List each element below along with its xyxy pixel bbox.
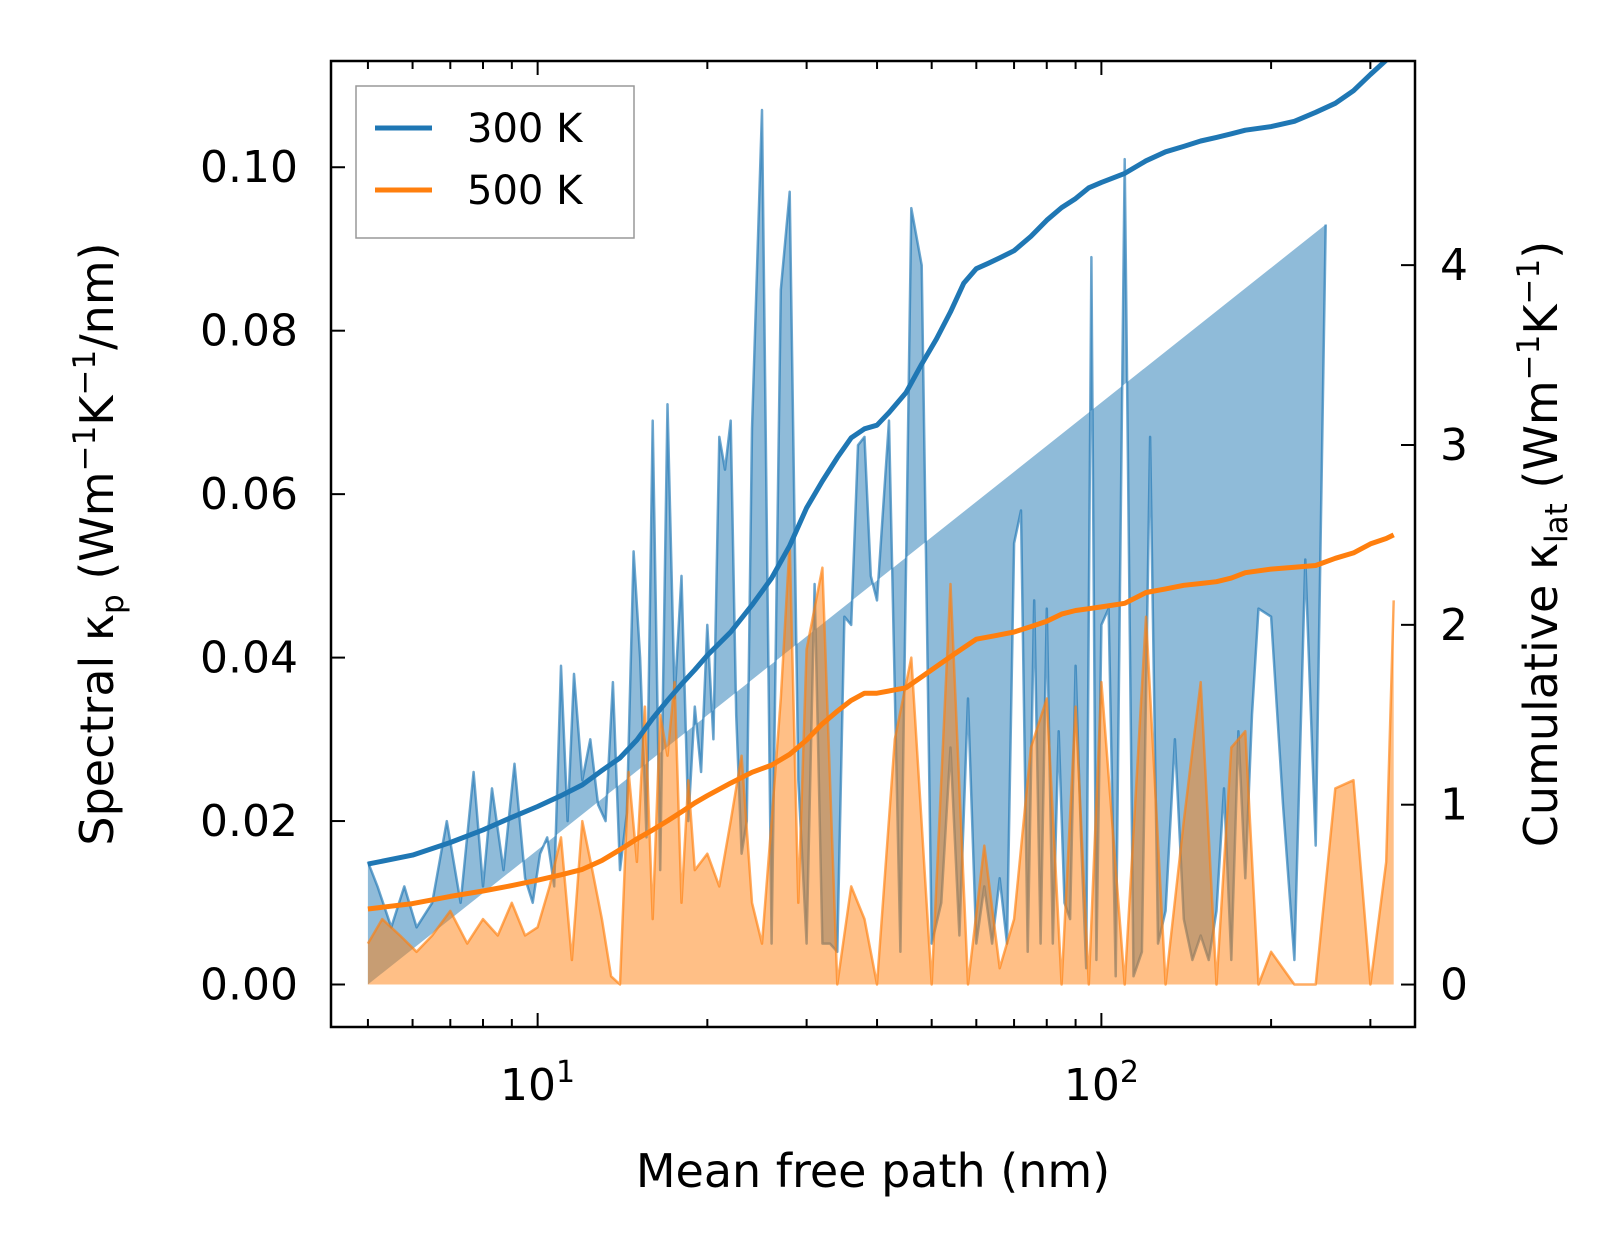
y-left-tick-label: 0.00 bbox=[200, 960, 298, 1011]
cumulative-line-1 bbox=[367, 532, 1395, 912]
spectral-line-0 bbox=[366, 108, 1327, 978]
y-left-tick-label: 0.04 bbox=[200, 633, 298, 684]
y-right-tick-label: 2 bbox=[1440, 600, 1468, 651]
y-right-tick-label: 4 bbox=[1440, 240, 1468, 291]
x-tick-label: 102 bbox=[1064, 1055, 1139, 1111]
legend-label-300k: 300 K bbox=[467, 106, 584, 152]
y-left-tick-label: 0.02 bbox=[200, 796, 298, 847]
cumulative-line-0 bbox=[367, 61, 1389, 867]
legend: 300 K 500 K bbox=[355, 85, 635, 239]
y-right-axis-label: Cumulative κlat (Wm−1K−1) bbox=[1511, 241, 1575, 847]
y-left-tick-label: 0.08 bbox=[200, 306, 298, 357]
x-tick-label: 101 bbox=[500, 1055, 575, 1111]
y-left-tick-label: 0.06 bbox=[200, 469, 298, 520]
ticks-layer bbox=[331, 61, 1415, 1027]
y-right-tick-label: 1 bbox=[1440, 780, 1468, 831]
x-axis-label: Mean free path (nm) bbox=[636, 1144, 1110, 1198]
y-right-tick-label: 3 bbox=[1440, 420, 1468, 471]
series-layer bbox=[366, 61, 1395, 986]
legend-frame bbox=[355, 85, 635, 239]
y-left-tick-label: 0.10 bbox=[200, 142, 298, 193]
spectral-area-1 bbox=[367, 543, 1394, 985]
spectral-area-0 bbox=[367, 110, 1326, 985]
y-left-axis-label: Spectral κp (Wm−1K−1/nm) bbox=[67, 242, 131, 845]
plot-frame bbox=[329, 59, 1417, 1029]
y-right-tick-label: 0 bbox=[1440, 960, 1468, 1011]
legend-label-500k: 500 K bbox=[467, 168, 584, 214]
